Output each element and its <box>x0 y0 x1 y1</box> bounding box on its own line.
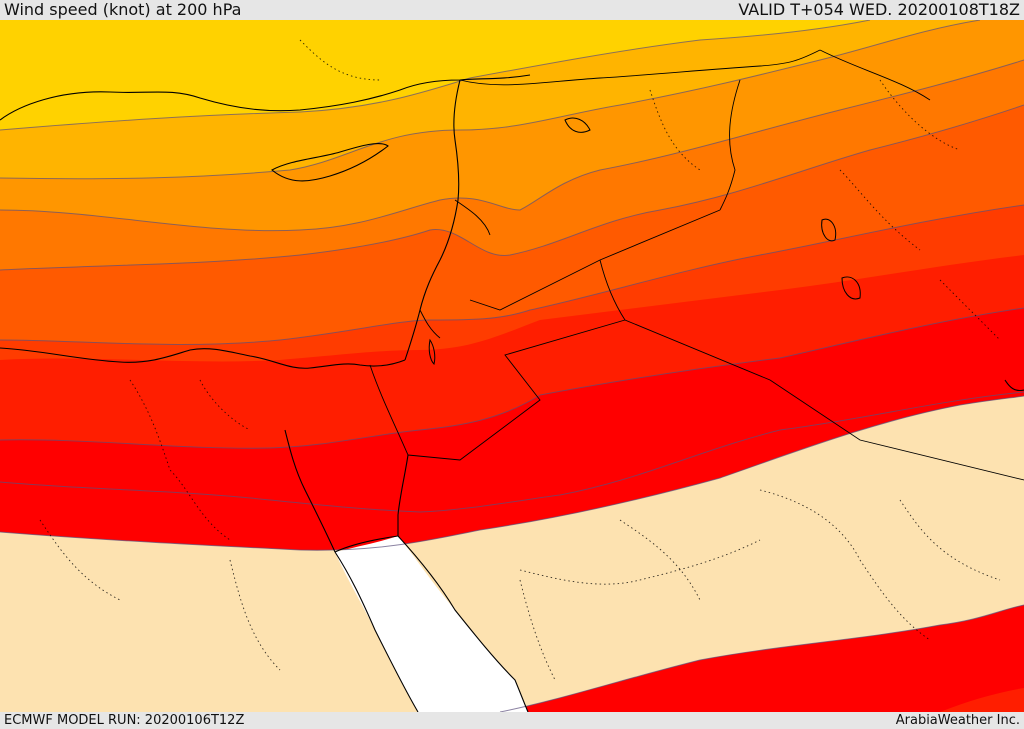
valid-time: VALID T+054 WED. 20200108T18Z <box>738 0 1020 19</box>
contour-lines <box>0 20 1024 712</box>
map-canvas <box>0 20 1024 712</box>
southern-jet-band <box>500 605 1024 712</box>
cyprus-island <box>271 143 389 182</box>
header-bar: Wind speed (knot) at 200 hPa VALID T+054… <box>0 0 1024 20</box>
model-run: ECMWF MODEL RUN: 20200106T12Z <box>4 713 245 728</box>
footer-bar: ECMWF MODEL RUN: 20200106T12Z ArabiaWeat… <box>0 712 1024 729</box>
sinai-gulf-suez <box>284 429 336 553</box>
credit: ArabiaWeather Inc. <box>895 713 1020 728</box>
province-borders <box>39 39 1001 681</box>
southern-jet-edge <box>940 688 1024 712</box>
country-borders <box>369 49 1024 481</box>
red-sea-west-coast <box>334 551 419 712</box>
persian-gulf-coast <box>1004 379 1024 392</box>
coastlines <box>0 74 1024 712</box>
egypt-coast <box>0 347 406 369</box>
red-sea <box>335 536 528 712</box>
levant-coast <box>404 79 461 361</box>
red-sea-east-coast <box>397 535 529 712</box>
map-title: Wind speed (knot) at 200 hPa <box>4 0 242 19</box>
lakes <box>428 117 861 365</box>
wind-speed-map <box>0 20 1024 712</box>
sinai-coast <box>334 535 399 553</box>
gulf-aqaba <box>397 454 409 536</box>
low-wind-area <box>0 396 1024 712</box>
